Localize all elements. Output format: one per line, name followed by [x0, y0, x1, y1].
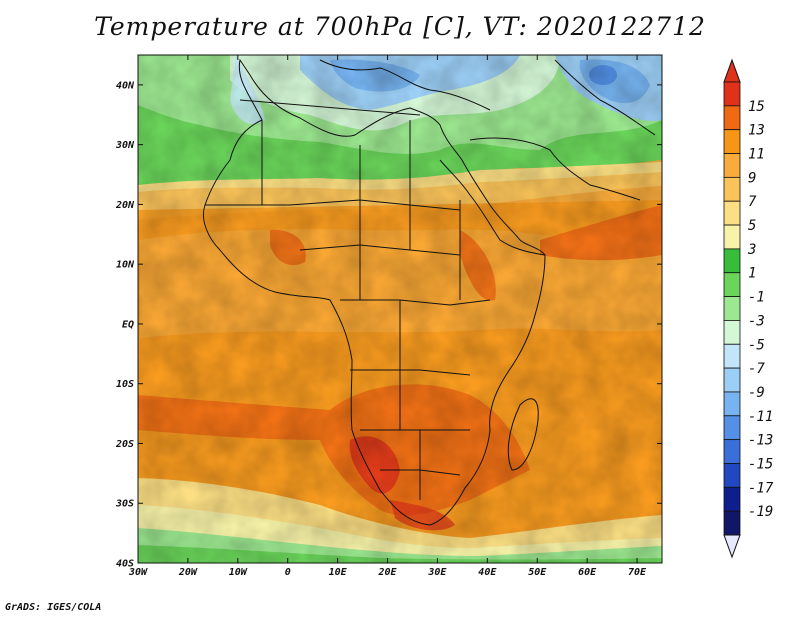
coastlines [203, 58, 656, 526]
colorbar-swatch [723, 320, 741, 345]
colorbar-swatch [723, 463, 741, 488]
colorbar-swatch [723, 200, 741, 226]
colorbar-label: 13 [748, 123, 765, 139]
y-tick-label: EQ [122, 319, 134, 330]
colorbar-label: 5 [748, 218, 756, 234]
x-tick-label: 30E [427, 567, 447, 578]
colorbar-label: -7 [748, 361, 765, 377]
y-tick-label: 40S [116, 559, 134, 570]
colorbar-label: -5 [748, 337, 765, 353]
colorbar-label: -15 [748, 456, 773, 472]
colorbar-label: 7 [748, 194, 757, 210]
colorbar-swatch [723, 153, 741, 178]
x-tick-label: 10W [229, 567, 248, 578]
colorbar-swatch [723, 129, 741, 154]
x-tick-label: 20E [377, 567, 397, 578]
y-tick-label: 30S [115, 499, 134, 510]
y-tick-label: 30N [115, 140, 135, 151]
colorbar-label: 11 [748, 147, 765, 163]
colorbar-label: -9 [748, 385, 765, 401]
colorbar-swatch [723, 415, 741, 441]
colorbar-label: 3 [747, 242, 756, 258]
colorbar-swatch [723, 296, 741, 321]
x-tick-label: 30W [128, 567, 148, 578]
longitude-axis: 30W 20W 10W 0 10E 20E 30E 40E 50E 60E 70E [128, 55, 647, 578]
colorbar-swatch [723, 343, 741, 369]
y-tick-label: 10N [116, 260, 135, 271]
colorbar-label: -11 [748, 409, 773, 425]
grads-credit: GrADS: IGES/COLA [5, 602, 102, 613]
colorbar-swatch [723, 105, 741, 131]
colorbar-label: 9 [748, 170, 756, 186]
colorbar-top-arrow [723, 58, 741, 83]
colorbar-swatch [723, 391, 741, 417]
x-tick-label: 50E [528, 567, 547, 578]
colorbar-swatch [723, 439, 741, 464]
latitude-axis: 40N 30N 20N 10N EQ 10S 20S 30S 40S [115, 80, 662, 570]
y-tick-label: 40N [116, 80, 135, 91]
x-tick-label: 70E [628, 567, 647, 578]
colorbar: 15 13 11 9 7 5 3 1 -1 -3 -5 -7 -9 -11 -13 -15 -17 -19 [723, 58, 774, 559]
colorbar-label: -13 [748, 433, 773, 449]
map-frame [137, 54, 663, 564]
colorbar-label: -1 [748, 290, 765, 306]
y-tick-label: 20S [115, 439, 134, 450]
y-tick-label: 20N [115, 200, 135, 211]
colorbar-label: -17 [748, 480, 774, 496]
x-tick-label: 60E [578, 567, 597, 578]
colorbar-swatch [723, 176, 741, 202]
colorbar-swatch [723, 272, 741, 297]
colorbar-swatch [723, 248, 741, 274]
colorbar-label: 15 [748, 99, 765, 115]
colorbar-swatch [723, 367, 741, 393]
colorbar-swatch [723, 81, 741, 107]
x-tick-label: 0 [285, 567, 291, 578]
chart-title: Temperature at 700hPa [C], VT: 202012271… [94, 12, 706, 41]
x-tick-label: 20W [178, 567, 198, 578]
x-tick-label: 40E [478, 567, 497, 578]
colorbar-label: -19 [748, 504, 773, 520]
y-tick-label: 10S [116, 379, 134, 390]
x-tick-label: 10E [329, 567, 348, 578]
colorbar-swatch [723, 510, 741, 536]
colorbar-label: 1 [748, 266, 756, 282]
colorbar-label: -3 [748, 313, 765, 329]
colorbar-swatch [723, 486, 741, 512]
colorbar-swatch [723, 224, 741, 250]
colorbar-bottom-arrow [723, 534, 741, 559]
